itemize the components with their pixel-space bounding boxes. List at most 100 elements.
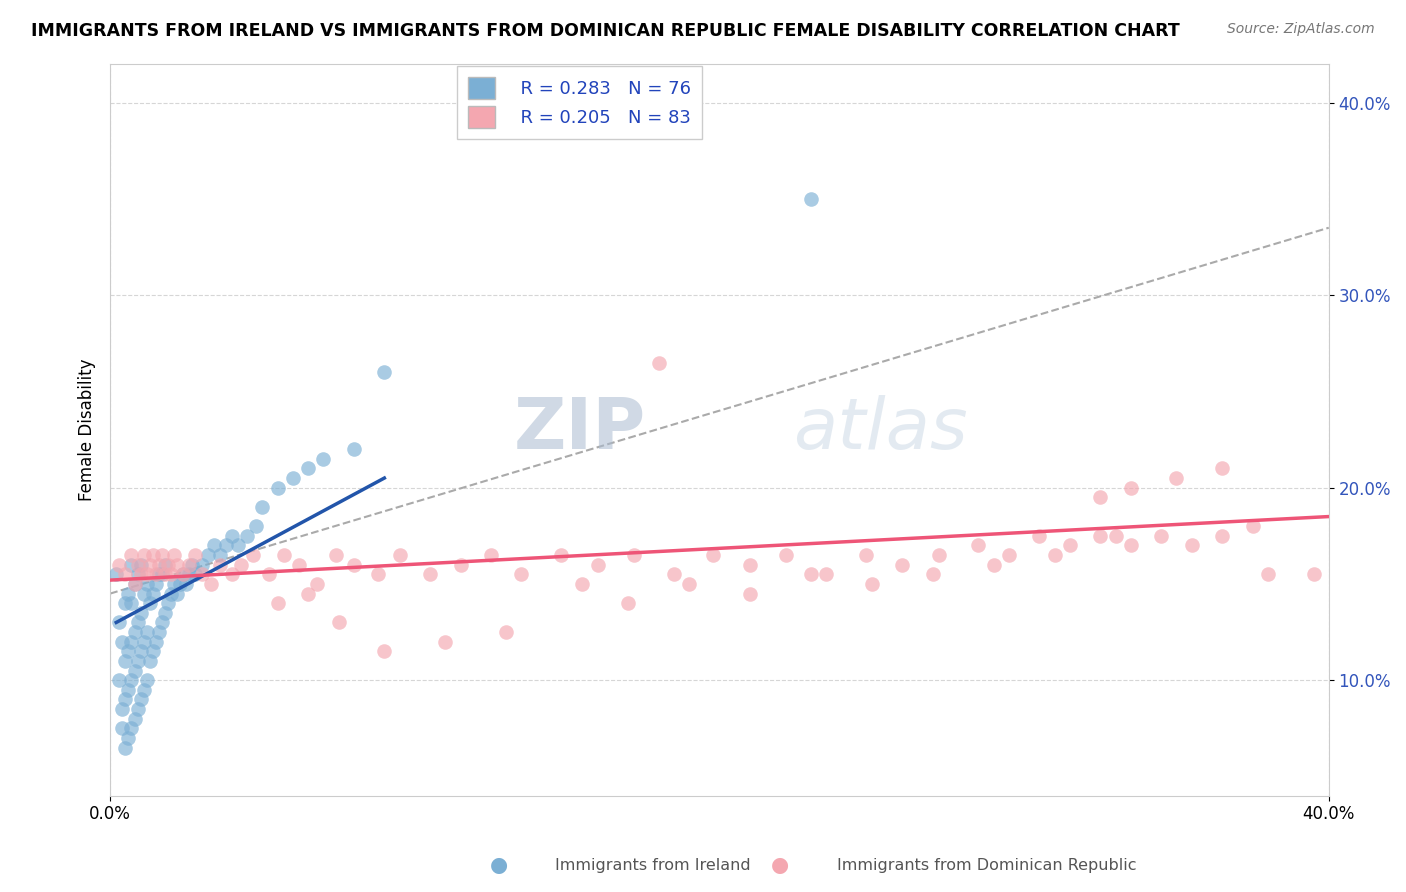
Point xyxy=(153,567,176,582)
Point xyxy=(111,634,134,648)
Point xyxy=(127,615,149,630)
Y-axis label: Female Disability: Female Disability xyxy=(79,359,96,501)
Point xyxy=(148,558,170,572)
Point xyxy=(312,451,335,466)
Point xyxy=(267,596,290,610)
Point xyxy=(139,654,162,668)
Point xyxy=(132,586,155,600)
Point xyxy=(166,586,188,600)
Point xyxy=(129,558,152,572)
Point xyxy=(132,682,155,697)
Point xyxy=(111,722,134,736)
Point xyxy=(343,442,366,457)
Legend:   R = 0.283   N = 76,   R = 0.205   N = 83: R = 0.283 N = 76, R = 0.205 N = 83 xyxy=(457,66,702,139)
Point xyxy=(157,558,180,572)
Point xyxy=(129,567,152,582)
Point xyxy=(281,471,304,485)
Text: ●: ● xyxy=(772,855,789,875)
Point xyxy=(1211,461,1233,475)
Point xyxy=(121,596,143,610)
Point xyxy=(124,712,146,726)
Point xyxy=(160,586,183,600)
Point xyxy=(142,548,165,562)
Point xyxy=(184,567,207,582)
Point xyxy=(967,538,990,552)
Point xyxy=(160,567,183,582)
Point xyxy=(325,548,347,562)
Point xyxy=(297,586,319,600)
Point xyxy=(1043,548,1066,562)
Point xyxy=(121,722,143,736)
Point xyxy=(855,548,877,562)
Point xyxy=(108,673,131,688)
Point xyxy=(245,519,267,533)
Point xyxy=(145,634,167,648)
Point xyxy=(495,625,517,640)
Point xyxy=(127,702,149,716)
Point xyxy=(450,558,472,572)
Point xyxy=(190,567,212,582)
Point xyxy=(132,634,155,648)
Point xyxy=(208,558,231,572)
Point xyxy=(1211,529,1233,543)
Point xyxy=(124,625,146,640)
Point xyxy=(479,548,502,562)
Point xyxy=(157,596,180,610)
Point xyxy=(208,548,231,562)
Point xyxy=(215,538,238,552)
Point xyxy=(257,567,280,582)
Point xyxy=(202,538,225,552)
Point xyxy=(221,529,243,543)
Point xyxy=(1028,529,1050,543)
Point xyxy=(200,577,222,591)
Point xyxy=(169,577,191,591)
Point xyxy=(135,577,157,591)
Point xyxy=(297,461,319,475)
Point xyxy=(419,567,441,582)
Point xyxy=(800,192,823,206)
Point xyxy=(1119,538,1142,552)
Point xyxy=(388,548,411,562)
Point xyxy=(150,548,173,562)
Point xyxy=(343,558,366,572)
Point xyxy=(1302,567,1324,582)
Point xyxy=(236,529,259,543)
Point xyxy=(153,558,176,572)
Point xyxy=(124,664,146,678)
Point xyxy=(571,577,593,591)
Point xyxy=(328,615,350,630)
Point xyxy=(1257,567,1279,582)
Point xyxy=(163,577,186,591)
Point xyxy=(127,558,149,572)
Point xyxy=(121,673,143,688)
Point xyxy=(150,615,173,630)
Point xyxy=(586,558,609,572)
Point xyxy=(127,567,149,582)
Point xyxy=(647,355,669,369)
Text: Immigrants from Ireland: Immigrants from Ireland xyxy=(555,858,751,872)
Text: ZIP: ZIP xyxy=(515,395,647,465)
Point xyxy=(111,702,134,716)
Point xyxy=(114,654,136,668)
Point xyxy=(135,673,157,688)
Point xyxy=(1150,529,1173,543)
Point xyxy=(307,577,329,591)
Point xyxy=(135,625,157,640)
Point xyxy=(662,567,685,582)
Point xyxy=(114,692,136,706)
Point xyxy=(181,558,204,572)
Point xyxy=(150,567,173,582)
Point xyxy=(114,567,136,582)
Point xyxy=(775,548,797,562)
Point xyxy=(129,644,152,658)
Point xyxy=(1090,529,1112,543)
Point xyxy=(221,567,243,582)
Point xyxy=(367,567,389,582)
Text: Source: ZipAtlas.com: Source: ZipAtlas.com xyxy=(1227,22,1375,37)
Point xyxy=(738,586,761,600)
Text: Immigrants from Dominican Republic: Immigrants from Dominican Republic xyxy=(837,858,1136,872)
Point xyxy=(617,596,640,610)
Point xyxy=(172,567,194,582)
Point xyxy=(108,558,131,572)
Point xyxy=(117,682,139,697)
